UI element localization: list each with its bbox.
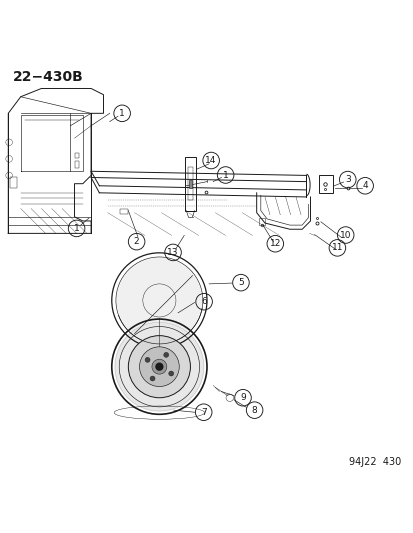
Circle shape bbox=[152, 359, 166, 374]
Bar bbox=[188, 167, 192, 200]
Text: 1: 1 bbox=[74, 224, 79, 233]
Bar bbox=[74, 153, 79, 158]
Text: 6: 6 bbox=[201, 297, 206, 306]
Text: 4: 4 bbox=[361, 181, 367, 190]
Text: 3: 3 bbox=[344, 175, 350, 184]
Text: 1: 1 bbox=[119, 109, 125, 118]
Text: 14: 14 bbox=[205, 156, 216, 165]
Circle shape bbox=[114, 321, 204, 412]
Circle shape bbox=[155, 362, 163, 371]
Circle shape bbox=[169, 371, 173, 376]
Text: 11: 11 bbox=[331, 244, 342, 252]
Bar bbox=[10, 177, 17, 188]
Bar bbox=[120, 208, 127, 214]
Text: 5: 5 bbox=[237, 278, 243, 287]
Text: 12: 12 bbox=[269, 239, 280, 248]
Text: 7: 7 bbox=[200, 408, 206, 417]
Text: 94J22  430: 94J22 430 bbox=[349, 457, 401, 467]
Circle shape bbox=[116, 258, 202, 343]
Bar bbox=[258, 217, 264, 225]
Text: 9: 9 bbox=[240, 393, 245, 402]
Circle shape bbox=[163, 352, 169, 357]
Bar bbox=[318, 175, 332, 193]
Text: 13: 13 bbox=[167, 248, 178, 257]
Bar bbox=[188, 180, 192, 188]
Text: 10: 10 bbox=[339, 231, 351, 239]
Circle shape bbox=[128, 336, 190, 398]
Text: 2: 2 bbox=[133, 237, 139, 246]
Bar bbox=[74, 160, 79, 168]
Circle shape bbox=[139, 347, 179, 386]
Text: 1: 1 bbox=[222, 171, 228, 180]
Circle shape bbox=[150, 376, 154, 381]
Circle shape bbox=[145, 357, 150, 362]
Text: 22−430B: 22−430B bbox=[12, 70, 83, 84]
Text: 8: 8 bbox=[251, 406, 257, 415]
